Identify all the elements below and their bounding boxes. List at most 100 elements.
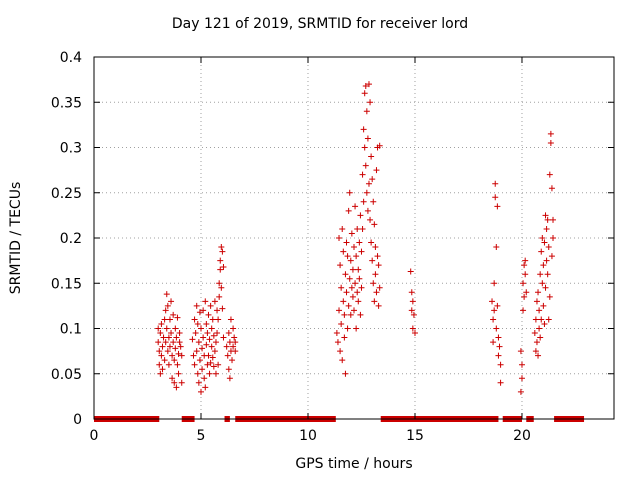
data-point: [541, 320, 548, 327]
data-point: [211, 348, 218, 355]
y-tick-label: 0.4: [60, 50, 82, 66]
data-point: [340, 248, 347, 255]
data-point: [200, 334, 207, 341]
data-point: [522, 271, 529, 278]
data-point: [494, 302, 501, 309]
data-point: [538, 248, 545, 255]
data-point: [497, 379, 504, 386]
data-point: [201, 375, 208, 382]
data-point: [358, 248, 365, 255]
data-point: [539, 235, 546, 241]
data-point: [164, 348, 171, 355]
data-point: [358, 284, 365, 291]
data-point: [373, 289, 380, 296]
data-point: [492, 180, 499, 187]
x-tick-label: 15: [406, 428, 424, 444]
data-point: [522, 257, 529, 264]
data-point: [156, 361, 163, 368]
data-point: [533, 339, 540, 346]
data-point: [495, 334, 502, 341]
data-point: [229, 357, 236, 364]
data-point: [362, 82, 369, 89]
data-point: [211, 298, 218, 305]
data-point: [210, 332, 217, 339]
data-point: [356, 275, 363, 282]
data-point: [341, 311, 348, 318]
data-point: [344, 253, 351, 260]
data-point: [165, 334, 172, 341]
data-point: [163, 325, 170, 332]
data-point: [367, 99, 374, 106]
data-point: [157, 370, 164, 377]
data-point: [355, 266, 362, 273]
data-point: [540, 302, 547, 309]
data-point: [537, 334, 544, 341]
y-tick-label: 0.25: [51, 186, 82, 202]
data-point: [369, 257, 376, 264]
data-point: [202, 384, 209, 391]
y-tick-label: 0.3: [60, 141, 82, 157]
data-point: [548, 185, 555, 192]
data-point: [359, 225, 366, 232]
data-point: [341, 334, 348, 341]
axis-ticks: 0 5 10 15 20 0 0.05 0.1 0.15 0.2 0.25 0.3 0.35 0.4: [51, 50, 614, 444]
data-point: [517, 388, 524, 395]
data-point: [373, 167, 380, 174]
data-point: [196, 357, 203, 364]
data-point: [346, 189, 353, 196]
data-point: [545, 316, 552, 323]
data-point: [202, 298, 209, 305]
data-point: [520, 307, 527, 314]
data-point: [493, 325, 500, 332]
data-point: [536, 325, 543, 332]
data-point: [336, 235, 343, 241]
data-point: [197, 388, 204, 395]
data-point: [489, 298, 496, 305]
data-point: [338, 284, 345, 291]
data-point: [196, 309, 203, 316]
data-point: [204, 361, 211, 368]
data-point: [348, 284, 355, 291]
data-point: [535, 289, 542, 296]
data-point: [165, 361, 172, 368]
data-point: [166, 343, 173, 350]
data-point: [521, 262, 528, 269]
data-point: [159, 343, 166, 350]
data-point: [337, 262, 344, 269]
data-point: [352, 203, 359, 210]
data-point: [532, 316, 539, 323]
data-point: [216, 293, 223, 300]
data-point: [357, 212, 364, 219]
data-point: [168, 330, 175, 337]
data-point: [547, 139, 554, 146]
data-point: [223, 343, 230, 350]
y-tick-label: 0.05: [51, 367, 82, 383]
data-point: [212, 339, 219, 346]
data-point: [224, 352, 231, 359]
data-point: [226, 339, 233, 346]
data-point: [371, 221, 378, 228]
data-point: [494, 203, 501, 210]
grid: [94, 57, 614, 419]
data-point: [543, 257, 550, 264]
data-point: [225, 366, 232, 373]
data-point: [544, 271, 551, 278]
data-point: [518, 361, 525, 368]
data-point: [215, 361, 222, 368]
data-point: [169, 352, 176, 359]
data-point: [170, 339, 177, 346]
data-point: [547, 130, 554, 137]
data-point: [364, 135, 371, 142]
data-point: [206, 336, 213, 343]
data-point: [363, 189, 370, 196]
data-point: [337, 348, 344, 355]
data-point: [537, 271, 544, 278]
data-point: [354, 289, 361, 296]
data-point: [218, 244, 225, 251]
data-point: [210, 363, 217, 370]
data-point: [190, 352, 197, 359]
data-point: [174, 314, 181, 321]
x-tick-label: 5: [197, 428, 206, 444]
data-point: [155, 325, 162, 332]
